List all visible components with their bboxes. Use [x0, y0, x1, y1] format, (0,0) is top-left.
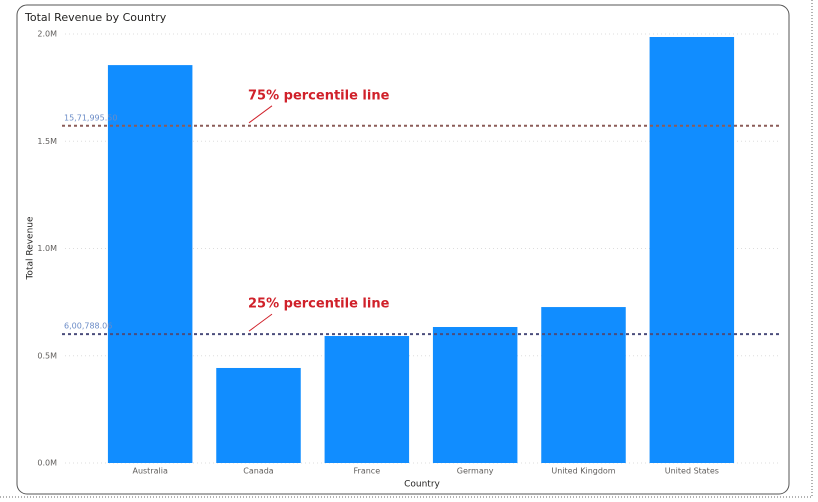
- bar: [216, 367, 301, 463]
- bar: [541, 307, 626, 463]
- y-tick-label: 0.0M: [37, 459, 57, 468]
- reference-value-label: 6,00,788.06: [64, 322, 112, 331]
- x-tick-label: Australia: [132, 467, 167, 476]
- y-tick-label: 1.0M: [37, 244, 57, 253]
- annotation-pointer: [248, 313, 273, 332]
- bar: [649, 37, 735, 464]
- x-tick-label: United Kingdom: [551, 467, 615, 476]
- chart-title: Total Revenue by Country: [24, 11, 167, 24]
- x-axis-title: Country: [404, 480, 440, 490]
- x-tick-label: France: [354, 467, 381, 476]
- x-tick-label: Germany: [457, 467, 494, 476]
- x-tick-label: Canada: [243, 467, 274, 476]
- y-tick-label: 1.5M: [37, 137, 57, 146]
- annotation: 75% percentile line: [248, 88, 390, 103]
- y-tick-label: 0.5M: [37, 351, 57, 360]
- y-tick-label: 2.0M: [37, 30, 57, 39]
- annotation: 25% percentile line: [248, 297, 390, 312]
- bar: [324, 336, 410, 463]
- x-tick-label: United States: [665, 467, 719, 476]
- bar: [107, 65, 193, 463]
- bar: [432, 327, 518, 463]
- annotation-pointer: [248, 105, 273, 124]
- y-axis-title: Total Revenue: [26, 216, 36, 281]
- reference-value-label: 15,71,995.50: [64, 113, 117, 122]
